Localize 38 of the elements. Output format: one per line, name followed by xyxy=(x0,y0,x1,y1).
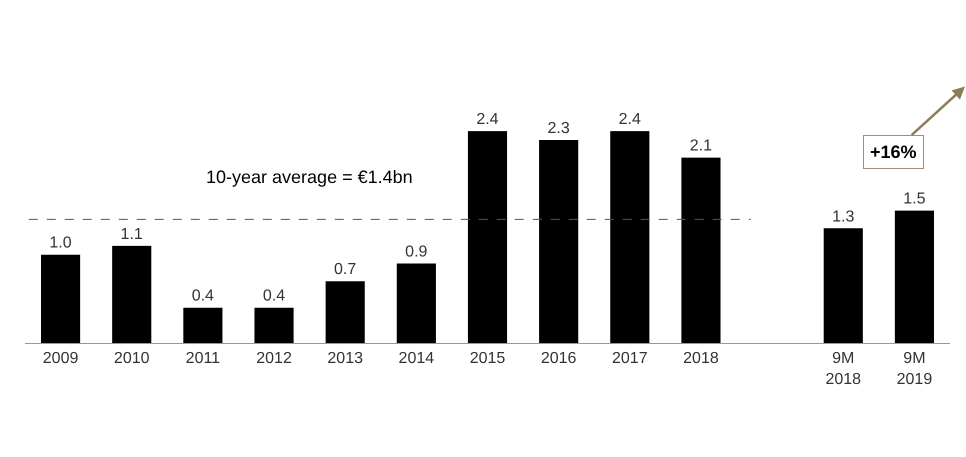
data-label: 1.3 xyxy=(832,208,854,226)
x-tick-label: 2009 xyxy=(42,350,78,368)
bar xyxy=(539,140,578,343)
bar xyxy=(610,131,650,343)
annotation: +16% xyxy=(870,142,917,162)
data-label: 0.4 xyxy=(262,288,286,305)
x-tick-label: 9M 2019 xyxy=(896,350,932,388)
x-tick-label: 2010 xyxy=(114,350,150,368)
data-label: 0.7 xyxy=(334,261,356,278)
x-tick-label: 9M 2018 xyxy=(825,350,862,388)
x-tick-label: 2015 xyxy=(470,350,506,368)
bar xyxy=(254,308,294,343)
bar xyxy=(396,264,436,343)
bar xyxy=(183,308,222,343)
data-label: 2.3 xyxy=(547,120,570,137)
bar xyxy=(894,210,934,343)
bar xyxy=(112,246,152,343)
data-label: 1.0 xyxy=(49,234,72,252)
bar xyxy=(824,228,863,343)
x-tick-label: 2017 xyxy=(612,350,648,368)
bar xyxy=(41,254,80,343)
data-label: 2.4 xyxy=(618,111,641,128)
ref-line-label: 10-year average = €1.4bn xyxy=(206,167,413,187)
x-tick-label: 2012 xyxy=(256,350,292,368)
data-label: 0.9 xyxy=(405,244,428,261)
data-label: 2.4 xyxy=(476,111,499,128)
x-tick-label: 2018 xyxy=(683,350,719,368)
x-tick-label: 2016 xyxy=(540,350,577,368)
data-label: 1.1 xyxy=(120,226,143,243)
data-label: 2.1 xyxy=(690,138,712,155)
bar xyxy=(326,281,365,343)
data-label: 1.5 xyxy=(903,190,926,208)
x-tick-label: 2013 xyxy=(327,350,364,368)
bar xyxy=(681,158,721,343)
bar xyxy=(468,131,508,343)
x-tick-label: 2014 xyxy=(398,350,434,368)
data-label: 0.4 xyxy=(192,288,214,305)
x-tick-label: 2011 xyxy=(186,350,220,368)
